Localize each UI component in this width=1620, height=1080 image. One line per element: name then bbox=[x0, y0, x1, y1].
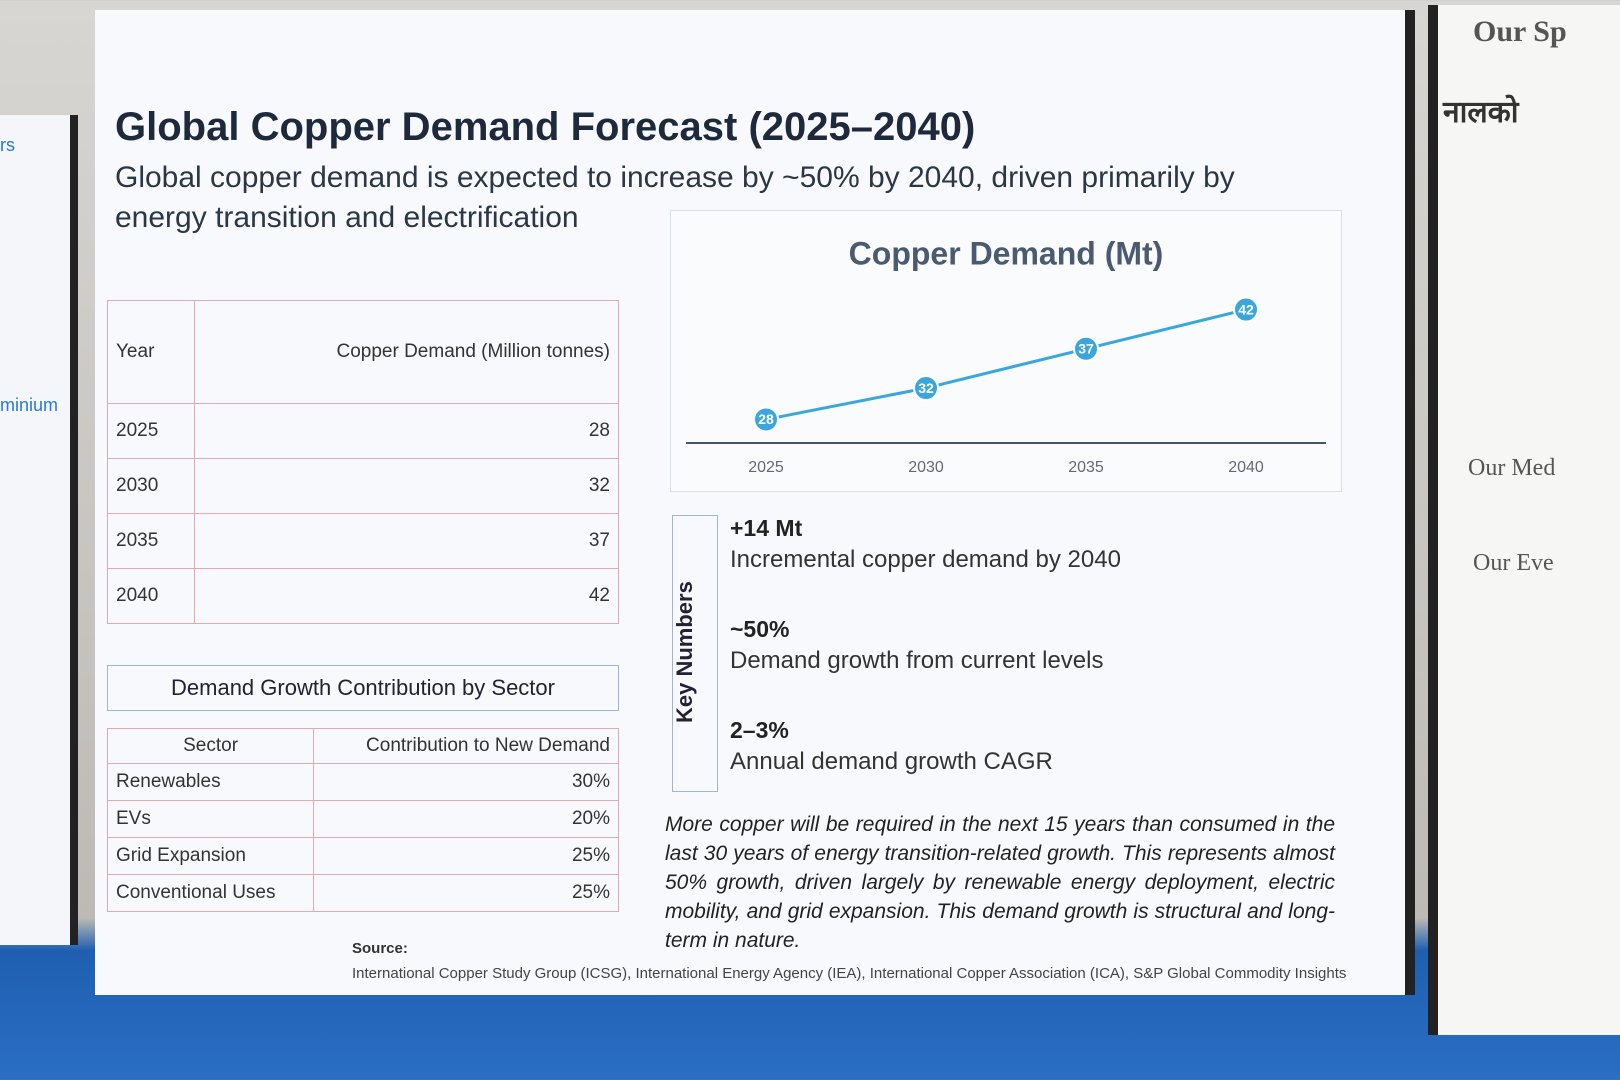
data-point bbox=[913, 375, 939, 402]
x-tick-label: 2030 bbox=[908, 459, 944, 476]
cell: 28 bbox=[193, 403, 620, 459]
note: More copper will be required in the next… bbox=[665, 813, 1335, 952]
left-screen: rs minium bbox=[0, 115, 78, 945]
row: 2040 42 bbox=[107, 568, 620, 624]
x-tick-label: 2040 bbox=[1228, 459, 1264, 476]
slide: Global Copper Demand Forecast (2025–2040… bbox=[95, 10, 1415, 995]
side-text: rs bbox=[0, 135, 15, 155]
chart-box: Copper Demand (Mt) 2025 2030 2035 2040 28 32 3… bbox=[670, 210, 1342, 492]
header-row: Year Copper Demand (Million tonnes) bbox=[107, 300, 620, 404]
data-point bbox=[1073, 335, 1099, 362]
cell: EVs bbox=[106, 800, 315, 838]
chart: Copper Demand (Mt) 2025 2030 2035 2040 28 32 3… bbox=[686, 235, 1326, 476]
cell: 37 bbox=[193, 513, 620, 569]
cell: Renewables bbox=[106, 763, 315, 801]
data-point bbox=[1233, 296, 1259, 323]
chart-title: Copper Demand (Mt) bbox=[849, 235, 1164, 271]
side-text: Our Eve bbox=[1473, 550, 1554, 576]
data-line bbox=[765, 308, 1247, 421]
data-label: 42 bbox=[1238, 301, 1254, 317]
cell: 32 bbox=[193, 458, 620, 514]
sector-table: Sector Contribution to New Demand Renewabl… bbox=[106, 728, 619, 912]
cell: 2030 bbox=[107, 458, 195, 514]
key-number: +14 Mt bbox=[730, 515, 803, 541]
key-number: ~50% bbox=[730, 616, 790, 642]
key-number: 2–3% bbox=[730, 717, 789, 743]
demand-table: Year Copper Demand (Million tonnes) 2025 28… bbox=[107, 300, 620, 624]
cell: 2040 bbox=[107, 568, 195, 624]
key-number-label: Demand growth from current levels bbox=[730, 647, 1104, 674]
x-tick-label: 2025 bbox=[748, 459, 784, 476]
cell: Conventional Uses bbox=[106, 874, 315, 912]
cell: 42 bbox=[193, 568, 620, 624]
slide-subtitle: Global copper demand is expected to incr… bbox=[115, 161, 1235, 234]
key-numbers-box bbox=[672, 515, 718, 792]
key-numbers-title: Key Numbers bbox=[672, 581, 697, 724]
right-screen: Our Sp नालको Our Med Our Eve bbox=[1428, 5, 1620, 1035]
key-number-label: Incremental copper demand by 2040 bbox=[730, 546, 1121, 573]
cell: 25% bbox=[313, 837, 619, 875]
row: 2030 32 bbox=[107, 458, 620, 514]
source-text: International Copper Study Group (ICSG),… bbox=[352, 965, 1347, 982]
slide-title: Global Copper Demand Forecast (2025–2040… bbox=[115, 105, 976, 149]
key-numbers-list: +14 Mt Incremental copper demand by 2040 ~… bbox=[730, 515, 1330, 818]
data-label: 32 bbox=[918, 380, 934, 396]
side-text: Our Sp bbox=[1473, 15, 1567, 48]
cell: Grid Expansion bbox=[106, 837, 315, 875]
source-label: Source: bbox=[352, 940, 408, 957]
header-cell: Contribution to New Demand bbox=[313, 728, 619, 764]
side-text: Our Med bbox=[1468, 455, 1556, 481]
cell: 20% bbox=[313, 800, 619, 838]
row: Renewables 30% bbox=[106, 763, 619, 801]
header-row: Sector Contribution to New Demand bbox=[106, 728, 619, 764]
cell: 25% bbox=[313, 874, 619, 912]
data-point bbox=[753, 406, 779, 433]
data-label: 37 bbox=[1078, 341, 1094, 357]
data-label: 28 bbox=[758, 411, 774, 427]
cell: 2025 bbox=[107, 403, 195, 459]
row: Conventional Uses 25% bbox=[106, 874, 619, 912]
key-number-label: Annual demand growth CAGR bbox=[730, 748, 1053, 775]
row: EVs 20% bbox=[106, 800, 619, 838]
row: 2025 28 bbox=[107, 403, 620, 459]
sector-table-title: Demand Growth Contribution by Sector bbox=[107, 665, 619, 711]
header-cell: Year bbox=[107, 300, 195, 404]
row: 2035 37 bbox=[107, 513, 620, 569]
cell: 2035 bbox=[107, 513, 195, 569]
side-text: minium bbox=[0, 395, 59, 415]
side-text: नालको bbox=[1443, 96, 1519, 129]
header-cell: Sector bbox=[106, 728, 315, 764]
x-tick-label: 2035 bbox=[1068, 459, 1104, 476]
header-cell: Copper Demand (Million tonnes) bbox=[193, 300, 620, 404]
cell: 30% bbox=[313, 763, 619, 801]
row: Grid Expansion 25% bbox=[106, 837, 619, 875]
